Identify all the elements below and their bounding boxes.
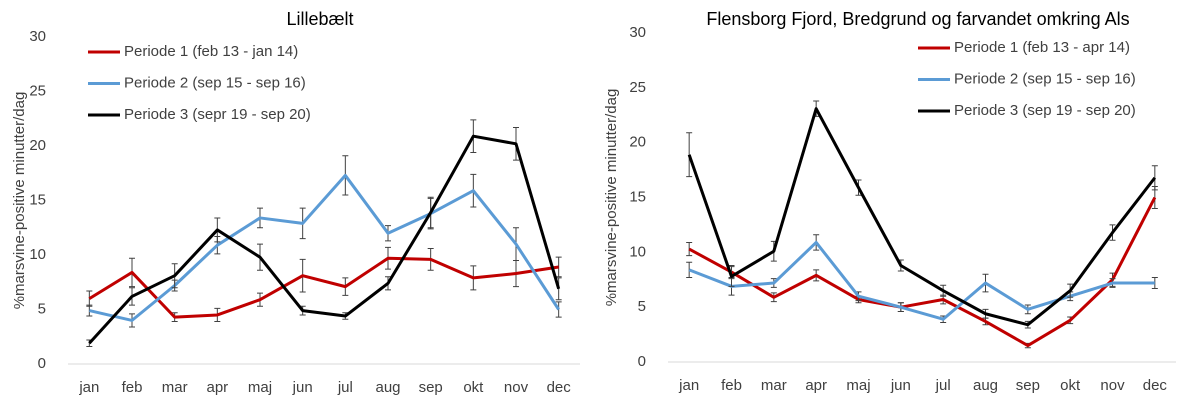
x-tick-label: aug <box>973 377 998 394</box>
x-tick-label: sep <box>419 379 443 396</box>
legend-label: Periode 2 (sep 15 - sep 16) <box>124 74 306 91</box>
y-tick-label: 0 <box>638 353 646 370</box>
x-tick-label: feb <box>122 379 143 396</box>
x-tick-label: dec <box>547 379 572 396</box>
y-tick-label: 15 <box>29 191 46 208</box>
legend-label: Periode 2 (sep 15 - sep 16) <box>954 70 1136 87</box>
series-line <box>688 240 1155 321</box>
x-tick-label: feb <box>721 377 742 394</box>
y-tick-label: 10 <box>629 243 646 260</box>
x-tick-label: okt <box>1060 377 1081 394</box>
y-axis-label: %marsvine-positive minutter/dag <box>603 89 620 307</box>
series-line <box>88 256 559 319</box>
x-tick-label: jan <box>78 379 99 396</box>
x-tick-label: apr <box>206 379 228 396</box>
x-tick-label: jun <box>292 379 313 396</box>
series-line <box>88 134 561 345</box>
y-tick-label: 30 <box>629 24 646 41</box>
y-tick-label: 0 <box>38 355 46 372</box>
y-tick-label: 30 <box>29 28 46 45</box>
legend-label: Periode 3 (sep 19 - sep 20) <box>954 102 1136 119</box>
x-tick-label: nov <box>504 379 529 396</box>
x-tick-label: nov <box>1100 377 1125 394</box>
chart-title: Flensborg Fjord, Bredgrund og farvandet … <box>706 9 1129 29</box>
error-bar <box>86 304 93 317</box>
y-tick-label: 20 <box>629 134 646 151</box>
x-tick-label: mar <box>761 377 787 394</box>
x-tick-label: okt <box>463 379 484 396</box>
series-line <box>88 173 560 322</box>
y-tick-label: 15 <box>629 188 646 205</box>
x-tick-label: maj <box>846 377 870 394</box>
y-tick-label: 5 <box>38 300 46 317</box>
legend-label: Periode 1 (feb 13 - jan 14) <box>124 43 298 60</box>
y-tick-label: 5 <box>638 298 646 315</box>
y-tick-label: 25 <box>29 82 46 99</box>
x-tick-label: dec <box>1143 377 1168 394</box>
x-tick-label: sep <box>1016 377 1040 394</box>
x-tick-label: apr <box>805 377 827 394</box>
error-bar <box>555 301 562 318</box>
chart-title: Lillebælt <box>286 9 353 29</box>
x-tick-label: jul <box>337 379 353 396</box>
x-tick-label: jun <box>890 377 911 394</box>
y-tick-label: 10 <box>29 246 46 263</box>
y-axis-label: %marsvine-positive minutter/dag <box>11 92 28 310</box>
series-line <box>687 107 1157 327</box>
x-tick-label: mar <box>162 379 188 396</box>
legend-label: Periode 1 (feb 13 - apr 14) <box>954 39 1130 56</box>
x-tick-label: maj <box>248 379 272 396</box>
y-tick-label: 20 <box>29 137 46 154</box>
x-tick-label: aug <box>375 379 400 396</box>
x-tick-label: jul <box>935 377 951 394</box>
x-tick-label: jan <box>678 377 699 394</box>
y-tick-label: 25 <box>629 79 646 96</box>
legend-label: Periode 3 (sepr 19 - sep 20) <box>124 106 311 123</box>
series-line <box>688 196 1157 348</box>
